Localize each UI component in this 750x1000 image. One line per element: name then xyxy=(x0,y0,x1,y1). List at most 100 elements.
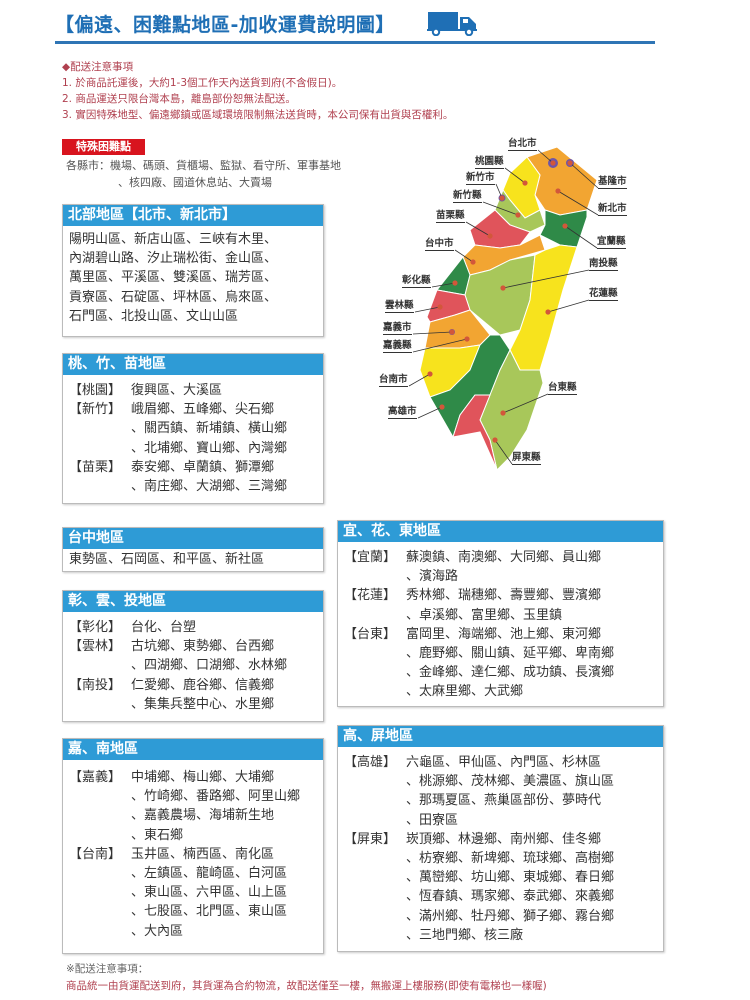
map-marker-dot xyxy=(439,404,445,410)
county-name: 【雲林】 xyxy=(69,639,122,655)
notice-item: 1. 於商品託運後，大約1-3個工作天內送貨到府(不含假日)。 xyxy=(62,77,343,89)
county-row: 【台東】 富岡里、海端鄉、池上鄉、東河鄉 、鹿野鄉、關山鎮、延平鄉、卑南鄉 、金峰… xyxy=(344,625,657,702)
county-row: 【宜蘭】 蘇澳鎮、南澳鄉、大同鄉、員山鄉 、濱海路 xyxy=(344,548,657,586)
region-yilan xyxy=(539,209,588,248)
county-row: 【雲林】 古坑鄉、東勢鄉、台西鄉 、四湖鄉、口湖鄉、水林鄉 xyxy=(69,637,317,675)
map-leader-line xyxy=(494,439,513,465)
map-marker-dot xyxy=(499,195,505,201)
county-areas: 古坑鄉、東勢鄉、台西鄉 、四湖鄉、口湖鄉、水林鄉 xyxy=(131,639,288,674)
county-name: 【南投】 xyxy=(69,677,122,693)
county-name: 【台南】 xyxy=(69,846,122,862)
map-label: 屏東縣 xyxy=(512,452,541,465)
map-leader-line xyxy=(408,373,431,387)
county-areas: 蘇澳鎮、南澳鄉、大同鄉、員山鄉 、濱海路 xyxy=(406,550,602,585)
map-marker-dot xyxy=(452,280,458,286)
map-label: 彰化縣 xyxy=(402,275,431,288)
map-marker-dot xyxy=(464,336,470,342)
county-name: 【苗栗】 xyxy=(69,459,122,475)
map-label: 雲林縣 xyxy=(385,300,414,313)
map-leader-line xyxy=(537,149,554,164)
map-label: 台中市 xyxy=(425,238,454,251)
map-leader-line xyxy=(412,338,468,353)
map-marker-dot xyxy=(470,259,476,265)
map-leader-line xyxy=(564,225,598,249)
map-leader-line xyxy=(465,221,491,237)
county-row: 【花蓮】 秀林鄉、瑞穗鄉、壽豐鄉、豐濱鄉 、卓溪鄉、富里鄉、玉里鎮 xyxy=(344,586,657,624)
region-title: 嘉、南地區 xyxy=(63,739,323,760)
county-areas: 泰安鄉、卓蘭鎮、獅潭鄉 、南庄鄉、大湖鄉、三灣鄉 xyxy=(131,459,288,495)
county-row: 【高雄】 六龜區、甲仙區、內門區、杉林區 、桃源鄉、茂林鄉、美濃區、旗山區 、那瑪… xyxy=(344,753,657,830)
map-marker-dot xyxy=(487,233,493,239)
map-leader-line xyxy=(417,406,443,419)
region-title: 台中地區 xyxy=(63,528,323,549)
map-label: 嘉義縣 xyxy=(383,340,412,353)
footer-text: 商品統一由貨運配送到府，其貨運為合約物流，故配送僅至一樓，無搬運上樓服務(即使有… xyxy=(66,980,547,992)
map-leader-line xyxy=(504,167,526,184)
county-name: 【彰化】 xyxy=(69,620,122,635)
map-label: 台北市 xyxy=(508,138,537,151)
county-name: 【新竹】 xyxy=(69,402,122,418)
map-label: 宜蘭縣 xyxy=(597,236,626,249)
map-marker-dot xyxy=(522,180,528,186)
special-line: 、核四廠、國道休息站、大賣場 xyxy=(118,176,272,189)
map-marker-dot xyxy=(492,437,498,443)
region-title: 北部地區【北市、新北市】 xyxy=(63,205,323,226)
map-marker-dot xyxy=(562,223,568,229)
map-marker-dot xyxy=(449,329,455,335)
county-row: 【彰化】 台化、台塑 xyxy=(69,618,317,637)
county-row: 【南投】 仁愛鄉、鹿谷鄉、信義鄉 、集集兵整中心、水里鄉 xyxy=(69,676,317,714)
footer-heading: ※配送注意事項： xyxy=(66,963,149,975)
county-areas: 崁頂鄉、林邊鄉、南州鄉、佳冬鄉 、枋寮鄉、新埤鄉、琉球鄉、高樹鄉 、萬巒鄉、坊山… xyxy=(406,831,615,943)
map-leader-line xyxy=(482,201,519,216)
region-box-taoyuan-hsinchu-miaoli: 桃、竹、苗地區 【桃園】 復興區、大溪區 【新竹】 峨眉鄉、五峰鄉、尖石鄉 、關西鎮… xyxy=(62,353,324,504)
county-areas: 台化、台塑 xyxy=(131,620,197,635)
county-name: 【桃園】 xyxy=(69,383,122,398)
county-row: 【屏東】 崁頂鄉、林邊鄉、南州鄉、佳冬鄉 、枋寮鄉、新埤鄉、琉球鄉、高樹鄉 、萬巒… xyxy=(344,830,657,945)
map-label: 苗栗縣 xyxy=(436,210,465,223)
map-label: 新北市 xyxy=(598,203,627,216)
county-areas: 仁愛鄉、鹿谷鄉、信義鄉 、集集兵整中心、水里鄉 xyxy=(131,677,275,712)
map-leader-line xyxy=(547,299,590,313)
map-label: 高雄市 xyxy=(388,406,417,419)
special-line: 各縣市：機場、碼頭、貨櫃場、監獄、看守所、軍事基地 xyxy=(66,159,341,172)
region-box-taichung: 台中地區 東勢區、石岡區、和平區、新社區 xyxy=(62,527,324,572)
title-underline xyxy=(55,41,655,44)
notice-heading: ◆配送注意事項 xyxy=(62,61,134,73)
region-box-yilan-hualien-taitung: 宜、花、東地區 【宜蘭】 蘇澳鎮、南澳鄉、大同鄉、員山鄉 、濱海路 【花蓮】 秀林鄉… xyxy=(337,520,664,707)
truck-icon xyxy=(427,12,477,36)
county-row: 【嘉義】 中埔鄉、梅山鄉、大埔鄉 、竹崎鄉、番路鄉、阿里山鄉 、嘉義農場、海埔新生… xyxy=(69,768,317,845)
region-box-chiayi-tainan: 嘉、南地區 【嘉義】 中埔鄉、梅山鄉、大埔鄉 、竹崎鄉、番路鄉、阿里山鄉 、嘉義農… xyxy=(62,738,324,954)
region-box-kaohsiung-pingtung: 高、屏地區 【高雄】 六龜區、甲仙區、內門區、杉林區 、桃源鄉、茂林鄉、美濃區、旗… xyxy=(337,725,664,952)
map-marker-dot xyxy=(545,309,551,315)
region-title: 彰、雲、投地區 xyxy=(63,591,323,612)
region-title: 高、屏地區 xyxy=(338,726,663,747)
notice-item: 3. 實因特殊地型、偏遠鄉鎮或區域環境限制無法送貨時，本公司保有出貨與否權利。 xyxy=(62,109,454,121)
county-name: 【高雄】 xyxy=(344,755,397,770)
region-text: 陽明山區、新店山區、三峽有木里、 內湖碧山路、汐止瑞松街、金山區、 萬里區、平溪… xyxy=(69,232,278,324)
county-name: 【宜蘭】 xyxy=(344,550,397,565)
page-title: 【偏遠、困難點地區-加收運費說明圖】 xyxy=(55,14,395,36)
county-row: 【桃園】 復興區、大溪區 xyxy=(69,381,317,400)
map-label: 南投縣 xyxy=(589,258,618,271)
notice-item: 2. 商品運送只限台灣本島，離島部份恕無法配送。 xyxy=(62,93,296,105)
county-areas: 中埔鄉、梅山鄉、大埔鄉 、竹崎鄉、番路鄉、阿里山鄉 、嘉義農場、海埔新生地 、東… xyxy=(131,770,301,843)
county-name: 【台東】 xyxy=(344,626,397,642)
map-marker-dot xyxy=(500,410,506,416)
county-row: 【新竹】 峨眉鄉、五峰鄉、尖石鄉 、關西鎮、新埔鎮、橫山鄉 、北埔鄉、寶山鄉、內灣… xyxy=(69,400,317,458)
map-label: 桃園縣 xyxy=(475,156,504,169)
map-leader-line xyxy=(569,162,599,189)
county-row: 【苗栗】 泰安鄉、卓蘭鎮、獅潭鄉 、南庄鄉、大湖鄉、三灣鄉 xyxy=(69,458,317,496)
region-pingtung xyxy=(452,394,498,471)
county-name: 【屏東】 xyxy=(344,831,397,847)
map-leader-line xyxy=(502,269,590,289)
county-name: 【花蓮】 xyxy=(344,588,397,604)
region-title: 桃、竹、苗地區 xyxy=(63,354,323,375)
map-label: 新竹市 xyxy=(466,172,495,185)
map-marker-dot xyxy=(515,212,521,218)
map-marker-dot xyxy=(567,160,573,166)
map-marker-dot xyxy=(500,285,506,291)
map-marker-dot xyxy=(427,371,433,377)
map-leader-line xyxy=(557,190,599,216)
region-box-changhua-yunlin-nantou: 彰、雲、投地區 【彰化】 台化、台塑 【雲林】 古坑鄉、東勢鄉、台西鄉 、四湖鄉、口… xyxy=(62,590,324,722)
